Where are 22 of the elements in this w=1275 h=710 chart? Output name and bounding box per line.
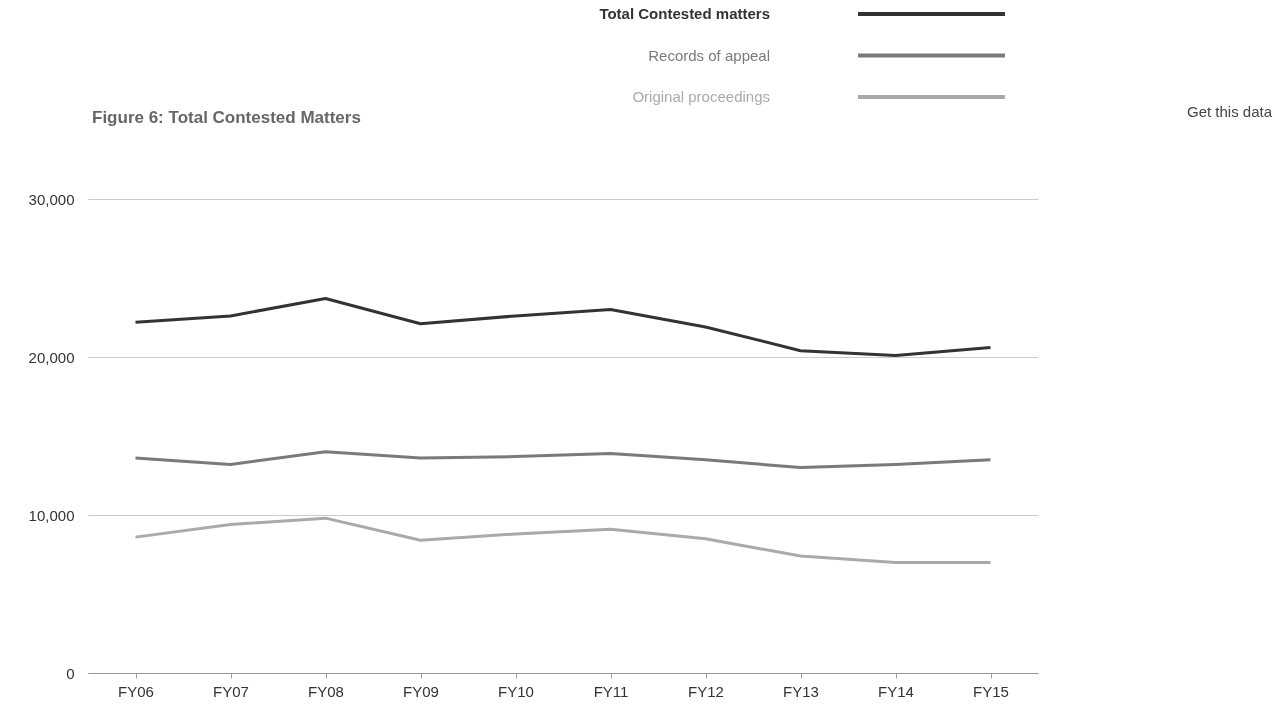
x-tick-label: FY14 (878, 682, 914, 700)
text: Get this data (1187, 103, 1273, 120)
x-tick-label: FY06 (118, 682, 154, 700)
x-tick-label: FY09 (403, 682, 439, 700)
y-tick-label: 20,000 (28, 348, 75, 366)
line-series (134, 450, 992, 470)
y-tick-label: 30,000 (28, 190, 75, 208)
line-series (134, 516, 992, 564)
text: Original proceedings (632, 88, 770, 105)
chart-title: Figure 6: Total Contested Matters (92, 108, 361, 127)
text: Records of appeal (648, 46, 770, 64)
x-tick-label: FY15 (973, 682, 1009, 700)
y-tick-label: 10,000 (28, 506, 75, 524)
x-tick-label: FY10 (498, 682, 534, 700)
y-tick-label: 0 (66, 664, 75, 682)
text: Total Contested matters (599, 5, 770, 22)
x-tick-label: FY11 (593, 682, 629, 700)
x-tick-label: FY12 (688, 682, 724, 700)
x-tick-label: FY08 (308, 682, 344, 700)
line-series (134, 297, 992, 357)
x-tick-label: FY07 (213, 682, 249, 700)
x-tick-label: FY13 (783, 682, 819, 700)
